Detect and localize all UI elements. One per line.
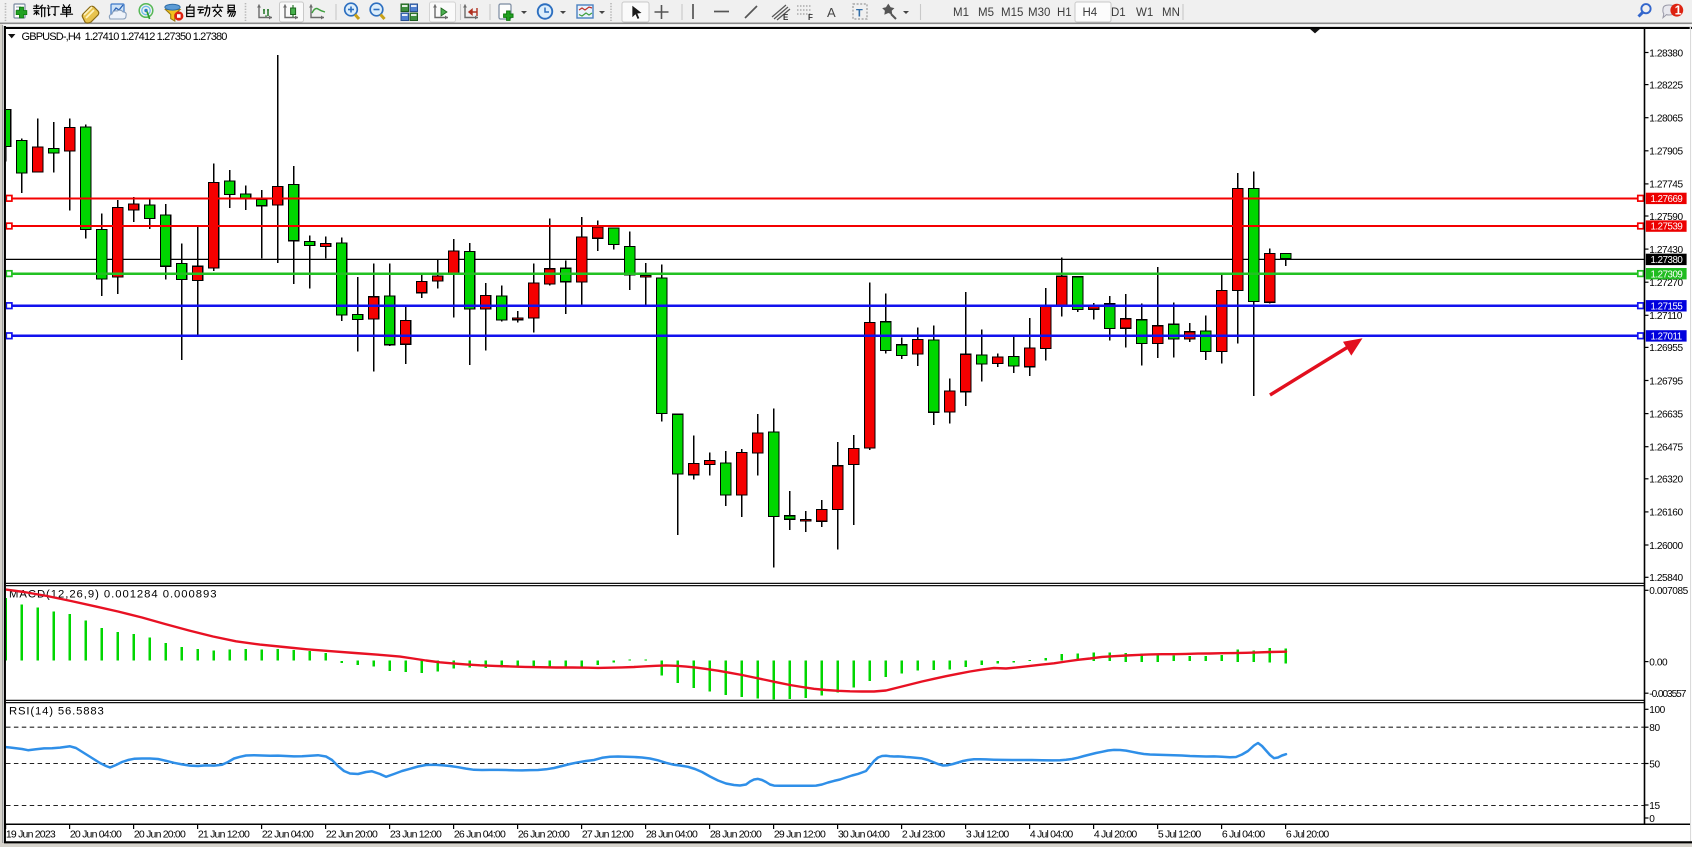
svg-text:E: E — [783, 13, 789, 22]
svg-text:0: 0 — [1649, 814, 1655, 825]
svg-text:26 Jun 04:00: 26 Jun 04:00 — [454, 829, 506, 841]
svg-text:80: 80 — [1649, 723, 1660, 734]
svg-text:RSI(14) 56.5883: RSI(14) 56.5883 — [9, 706, 105, 718]
svg-text:M15: M15 — [1001, 7, 1023, 19]
svg-text:4 Jul 20:00: 4 Jul 20:00 — [1094, 829, 1138, 841]
svg-text:6 Jul 04:00: 6 Jul 04:00 — [1222, 829, 1266, 841]
svg-text:1.25840: 1.25840 — [1649, 573, 1683, 584]
svg-text:0.007085: 0.007085 — [1649, 586, 1688, 597]
svg-text:29 Jun 12:00: 29 Jun 12:00 — [774, 829, 826, 841]
svg-text:22 Jun 04:00: 22 Jun 04:00 — [262, 829, 314, 841]
svg-text:M5: M5 — [978, 7, 994, 19]
svg-text:100: 100 — [1649, 705, 1665, 716]
svg-text:1.26955: 1.26955 — [1649, 343, 1683, 354]
svg-text:28 Jun 20:00: 28 Jun 20:00 — [710, 829, 762, 841]
svg-text:1.28065: 1.28065 — [1649, 114, 1683, 125]
svg-text:W1: W1 — [1136, 7, 1153, 19]
svg-text:-0.003557: -0.003557 — [1649, 689, 1686, 700]
svg-text:T: T — [856, 8, 863, 20]
svg-text:A: A — [827, 5, 836, 20]
svg-text:26 Jun 20:00: 26 Jun 20:00 — [518, 829, 570, 841]
svg-text:1.27745: 1.27745 — [1649, 180, 1683, 191]
svg-text:1.27011: 1.27011 — [1651, 332, 1682, 343]
svg-text:M30: M30 — [1028, 7, 1050, 19]
svg-text:28 Jun 04:00: 28 Jun 04:00 — [646, 829, 698, 841]
svg-text:1.27430: 1.27430 — [1649, 245, 1683, 256]
svg-text:50: 50 — [1649, 759, 1660, 770]
svg-text:6 Jul 20:00: 6 Jul 20:00 — [1286, 829, 1330, 841]
svg-text:1.27309: 1.27309 — [1651, 269, 1683, 280]
svg-text:3 Jul 12:00: 3 Jul 12:00 — [966, 829, 1010, 841]
svg-text:F: F — [808, 13, 813, 22]
svg-text:4 Jul 04:00: 4 Jul 04:00 — [1030, 829, 1074, 841]
svg-text:1.26000: 1.26000 — [1649, 541, 1683, 552]
svg-text:1.27270: 1.27270 — [1649, 278, 1683, 289]
svg-text:0.00: 0.00 — [1649, 657, 1668, 668]
svg-text:1.28380: 1.28380 — [1649, 48, 1683, 59]
svg-text:5 Jul 12:00: 5 Jul 12:00 — [1158, 829, 1202, 841]
svg-text:1.26160: 1.26160 — [1649, 508, 1683, 519]
svg-text:21 Jun 12:00: 21 Jun 12:00 — [198, 829, 250, 841]
svg-text:27 Jun 12:00: 27 Jun 12:00 — [582, 829, 634, 841]
svg-text:1.26475: 1.26475 — [1649, 443, 1683, 454]
svg-text:1.27539: 1.27539 — [1651, 222, 1683, 233]
svg-text:1.26320: 1.26320 — [1649, 475, 1683, 486]
svg-text:23 Jun 12:00: 23 Jun 12:00 — [390, 829, 442, 841]
svg-text:GBPUSD-,H4 1.27410 1.27412 1.: GBPUSD-,H4 1.27410 1.27412 1.27350 1.273… — [22, 31, 228, 43]
svg-text:M1: M1 — [953, 7, 969, 19]
svg-text:30 Jun 04:00: 30 Jun 04:00 — [838, 829, 890, 841]
svg-text:H1: H1 — [1057, 7, 1072, 19]
svg-text:15: 15 — [1649, 801, 1660, 812]
svg-text:1.27110: 1.27110 — [1649, 311, 1682, 322]
svg-text:19 Jun 2023: 19 Jun 2023 — [6, 829, 56, 841]
svg-text:1.27905: 1.27905 — [1649, 147, 1683, 158]
svg-text:20 Jun 20:00: 20 Jun 20:00 — [134, 829, 186, 841]
svg-text:H4: H4 — [1083, 7, 1098, 19]
svg-text:1.27669: 1.27669 — [1651, 194, 1683, 205]
svg-text:1.26635: 1.26635 — [1649, 409, 1683, 420]
svg-text:1.27155: 1.27155 — [1651, 301, 1683, 312]
svg-text:MACD(12,26,9) 0.001284 0.00089: MACD(12,26,9) 0.001284 0.000893 — [9, 589, 217, 601]
svg-text:20 Jun 04:00: 20 Jun 04:00 — [70, 829, 122, 841]
svg-text:22 Jun 20:00: 22 Jun 20:00 — [326, 829, 378, 841]
svg-text:MN: MN — [1162, 7, 1180, 19]
svg-text:1.27590: 1.27590 — [1649, 212, 1683, 223]
svg-text:1.26795: 1.26795 — [1649, 376, 1683, 387]
svg-text:1.28225: 1.28225 — [1649, 80, 1683, 91]
svg-text:1.27380: 1.27380 — [1651, 255, 1684, 266]
svg-text:1: 1 — [1675, 4, 1682, 18]
svg-text:D1: D1 — [1111, 7, 1126, 19]
svg-text:2 Jul 23:00: 2 Jul 23:00 — [902, 829, 946, 841]
